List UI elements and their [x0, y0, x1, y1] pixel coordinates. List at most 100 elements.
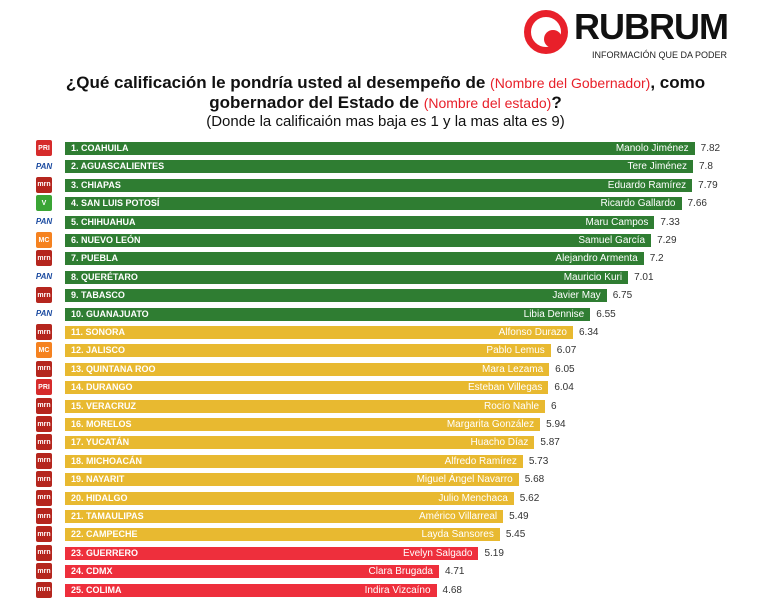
state-label: 1. COAHUILA: [71, 143, 129, 153]
bar-row: MC 6. NUEVO LEÓN Samuel García 7.29: [0, 232, 771, 248]
value-label: 7.66: [687, 198, 707, 210]
party-morena-icon: mrn: [36, 434, 52, 451]
state-label: 24. CDMX: [71, 566, 113, 577]
bar-row: V 4. SAN LUIS POTOSÍ Ricardo Gallardo 7.66: [0, 195, 771, 212]
bar-row: mrn 25. COLIMA Indira Vizcaíno 4.68: [0, 581, 771, 598]
governor-label: Javier May: [552, 290, 601, 302]
party-morena-icon: mrn: [36, 489, 52, 506]
state-label: 20. HIDALGO: [71, 492, 128, 503]
bar-row: PRI 1. COAHUILA Manolo Jiménez 7.82: [0, 140, 771, 156]
chart-title-line1: ¿Qué calificación le pondría usted al de…: [65, 73, 706, 92]
value-label: 6.04: [554, 382, 574, 394]
state-label: 8. QUERÉTARO: [71, 271, 138, 282]
value-label: 6.34: [578, 327, 599, 338]
state-label: 23. GUERRERO: [71, 547, 139, 558]
governor-label: Miguel Ángel Navarro: [416, 474, 513, 486]
state-label: 9. TABASCO: [71, 290, 125, 301]
value-label: 5.49: [509, 511, 529, 522]
state-label: 22. CAMPECHE: [71, 529, 138, 540]
bar: 18. MICHOACÁN Alfredo Ramírez: [65, 454, 523, 468]
bar: 11. SONORA Alfonso Durazo: [65, 326, 573, 339]
governor-label: Huacho Díaz: [470, 437, 529, 449]
value-label: 7.82: [700, 143, 721, 154]
bar-row: mrn 7. PUEBLA Alejandro Armenta 7.2: [0, 250, 771, 267]
value-label: 7.01: [634, 271, 654, 283]
state-label: 13. QUINTANA ROO: [71, 363, 156, 374]
party-pri-icon: PRI: [36, 140, 52, 156]
bar: 24. CDMX Clara Brugada: [65, 565, 439, 579]
party-morena-icon: mrn: [36, 471, 52, 488]
governor-label: Esteban Villegas: [468, 382, 543, 394]
value-label: 6.05: [555, 363, 575, 375]
bar: 25. COLIMA Indira Vizcaíno: [65, 583, 437, 597]
state-label: 19. NAYARIT: [71, 474, 125, 485]
value-label: 5.68: [524, 474, 545, 486]
bar: 10. GUANAJUATO Libia Dennise: [65, 307, 591, 321]
logo-tagline: INFORMACIÓN QUE DA PODER: [592, 50, 728, 60]
bar: 1. COAHUILA Manolo Jiménez: [65, 142, 695, 155]
bar: 23. GUERRERO Evelyn Salgado: [65, 546, 479, 560]
state-label: 17. YUCATÁN: [71, 437, 130, 448]
bar: 14. DURANGO Esteban Villegas: [65, 381, 549, 395]
bar-row: PAN 2. AGUASCALIENTES Tere Jiménez 7.8: [0, 158, 771, 175]
bar-row: mrn 11. SONORA Alfonso Durazo 6.34: [0, 324, 771, 340]
bar: 5. CHIHUAHUA Maru Campos: [65, 215, 655, 229]
governor-label: Clara Brugada: [368, 566, 433, 578]
value-label: 6: [551, 400, 557, 412]
value-label: 5.19: [484, 547, 504, 559]
party-morena-icon: mrn: [36, 581, 52, 598]
state-label: 7. PUEBLA: [71, 253, 119, 264]
state-label: 4. SAN LUIS POTOSÍ: [71, 198, 160, 209]
bar: 12. JALISCO Pablo Lemus: [65, 344, 551, 358]
value-label: 6.55: [596, 308, 616, 320]
bar: 16. MORELOS Margarita González: [65, 418, 541, 431]
governor-label: Layda Sansores: [421, 529, 494, 541]
party-mc-icon: MC: [36, 232, 52, 248]
state-label: 16. MORELOS: [71, 419, 132, 429]
governor-label: Alfonso Durazo: [498, 327, 567, 338]
value-label: 4.71: [445, 566, 465, 578]
bar-row: mrn 3. CHIAPAS Eduardo Ramírez 7.79: [0, 176, 771, 193]
governor-label: Tere Jiménez: [627, 161, 687, 173]
party-pri-icon: PRI: [36, 379, 52, 396]
bar-row: mrn 13. QUINTANA ROO Mara Lezama 6.05: [0, 360, 771, 377]
governor-label: Pablo Lemus: [486, 345, 545, 357]
bar: 8. QUERÉTARO Mauricio Kuri: [65, 270, 629, 284]
party-morena-icon: mrn: [36, 544, 52, 561]
state-label: 10. GUANAJUATO: [71, 308, 149, 319]
party-morena-icon: mrn: [36, 250, 52, 267]
governor-label: Margarita González: [446, 419, 535, 430]
governor-label: Mara Lezama: [482, 363, 544, 375]
value-label: 7.33: [660, 216, 680, 228]
bar: 21. TAMAULIPAS Américo Villarreal: [65, 510, 504, 523]
logo-wordmark: RUBRUM: [574, 6, 729, 47]
rubrum-logo: RUBRUM INFORMACIÓN QUE DA PODER: [524, 6, 764, 66]
state-label: 12. JALISCO: [71, 345, 126, 356]
state-label: 5. CHIHUAHUA: [71, 216, 136, 227]
value-label: 7.8: [699, 161, 713, 173]
governor-label: Julio Menchaca: [438, 492, 508, 504]
governor-label: Alejandro Armenta: [555, 253, 638, 265]
governor-label: Mauricio Kuri: [563, 271, 623, 283]
bar-row: mrn 22. CAMPECHE Layda Sansores 5.45: [0, 526, 771, 543]
value-label: 5.73: [528, 455, 549, 467]
governor-label: Rocío Nahle: [484, 400, 540, 412]
state-label: 18. MICHOACÁN: [71, 455, 143, 466]
governor-label: Maru Campos: [585, 216, 649, 228]
bar: 2. AGUASCALIENTES Tere Jiménez: [65, 160, 693, 174]
bar-row: mrn 24. CDMX Clara Brugada 4.71: [0, 563, 771, 580]
value-label: 5.45: [505, 529, 526, 541]
party-morena-icon: mrn: [36, 416, 52, 432]
governor-label: Alfredo Ramírez: [444, 455, 517, 467]
bar-row: PRI 14. DURANGO Esteban Villegas 6.04: [0, 379, 771, 396]
party-pan-icon: PAN: [36, 268, 52, 285]
value-label: 4.68: [442, 584, 462, 596]
value-label: 5.87: [540, 437, 560, 449]
bar: 15. VERACRUZ Rocío Nahle: [65, 399, 546, 413]
party-verde-icon: V: [36, 195, 52, 212]
state-label: 3. CHIAPAS: [71, 179, 121, 190]
bar-row: mrn 23. GUERRERO Evelyn Salgado 5.19: [0, 544, 771, 561]
value-label: 6.75: [612, 290, 633, 302]
bar: 20. HIDALGO Julio Menchaca: [65, 491, 514, 505]
chart-subtitle: (Donde la calificaión mas baja es 1 y la…: [206, 113, 565, 130]
